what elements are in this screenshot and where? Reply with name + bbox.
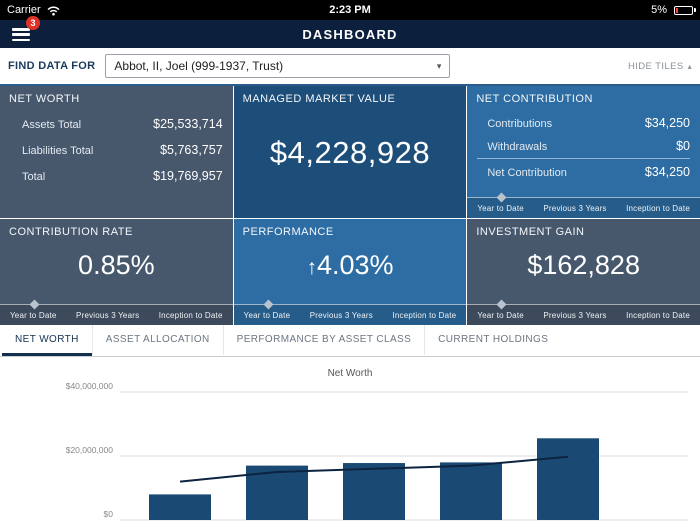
performance-number: 4.03% [316, 250, 394, 280]
nav-bar: 3 DASHBOARD [0, 16, 700, 48]
tab-performance-by-asset-class[interactable]: PERFORMANCE BY ASSET CLASS [222, 325, 425, 356]
hide-tiles-button[interactable]: HIDE TILES ▴ [628, 61, 692, 72]
performance-title: PERFORMANCE [242, 226, 334, 238]
row-value: $34,250 [644, 115, 690, 130]
clock: 2:23 PM [329, 4, 371, 16]
divider [477, 158, 690, 159]
period-tab-inception-to-date[interactable]: Inception to Date [626, 310, 690, 320]
tile-contribution-rate: CONTRIBUTION RATE 0.85% Year to Date Pre… [0, 219, 233, 325]
status-bar: Carrier 2:23 PM 5% [0, 0, 700, 20]
chevron-up-icon: ▴ [687, 61, 692, 71]
tile-performance: PERFORMANCE ↑4.03% Year to Date Previous… [233, 219, 467, 325]
tiles-grid: NET WORTH Assets Total $25,533,714 Liabi… [0, 86, 700, 325]
withdrawals-row: Withdrawals $0 [467, 134, 700, 157]
performance-value: ↑4.03% [234, 250, 467, 281]
row-label: Assets Total [22, 119, 82, 131]
chart-title: Net Worth [327, 368, 373, 379]
period-tab-inception-to-date[interactable]: Inception to Date [626, 203, 690, 213]
section-tab-bar: NET WORTH ASSET ALLOCATION PERFORMANCE B… [0, 325, 700, 357]
svg-text:$20,000,000: $20,000,000 [66, 445, 114, 455]
period-tab-previous-3-years[interactable]: Previous 3 Years [76, 310, 140, 320]
tab-asset-allocation[interactable]: ASSET ALLOCATION [91, 325, 223, 356]
chevron-down-icon: ▾ [436, 60, 442, 71]
page-title: DASHBOARD [302, 26, 398, 42]
net-worth-tile-title: NET WORTH [9, 93, 80, 105]
tile-net-contribution: NET CONTRIBUTION Contributions $34,250 W… [467, 86, 700, 218]
row-label: Liabilities Total [22, 145, 94, 157]
net-contribution-rows: Contributions $34,250 Withdrawals $0 Net… [467, 111, 700, 183]
investment-gain-value: $162,828 [527, 250, 640, 280]
net-contribution-row: Net Contribution $34,250 [467, 160, 700, 183]
wifi-icon [47, 6, 60, 15]
row-value: $19,769,957 [153, 169, 223, 183]
status-bar-right: 5% [563, 4, 696, 16]
period-tab-inception-to-date[interactable]: Inception to Date [158, 310, 223, 320]
tile-managed-market-value: MANAGED MARKET VALUE $4,228,928 [233, 86, 467, 218]
assets-total-row: Assets Total $25,533,714 [0, 111, 233, 137]
investment-gain-title: INVESTMENT GAIN [476, 226, 585, 238]
battery-icon [673, 5, 696, 15]
tile-net-worth: NET WORTH Assets Total $25,533,714 Liabi… [0, 86, 233, 218]
period-tab-previous-3-years[interactable]: Previous 3 Years [543, 203, 607, 213]
active-period-marker [29, 299, 40, 310]
client-select-value: Abbot, II, Joel (999-1937, Trust) [114, 59, 284, 73]
tile-investment-gain: INVESTMENT GAIN $162,828 Year to Date Pr… [467, 219, 700, 325]
status-bar-left: Carrier [7, 4, 137, 16]
tab-current-holdings[interactable]: CURRENT HOLDINGS [424, 325, 561, 356]
row-value: $0 [676, 138, 690, 153]
notification-badge: 3 [26, 16, 40, 30]
battery-level [675, 7, 678, 13]
period-tab-year-to-date[interactable]: Year to Date [477, 310, 524, 320]
hamburger-icon [12, 28, 30, 31]
client-select[interactable]: Abbot, II, Joel (999-1937, Trust) ▾ [105, 54, 451, 78]
svg-text:$40,000,000: $40,000,000 [66, 381, 114, 391]
active-period-marker [263, 299, 274, 310]
row-label: Withdrawals [487, 140, 548, 153]
hide-tiles-label: HIDE TILES [628, 60, 684, 72]
contributions-row: Contributions $34,250 [467, 111, 700, 134]
find-data-bar: FIND DATA FOR Abbot, II, Joel (999-1937,… [0, 48, 700, 86]
period-tab-year-to-date[interactable]: Year to Date [243, 310, 291, 320]
contribution-rate-title: CONTRIBUTION RATE [9, 226, 133, 238]
period-tabs: Year to Date Previous 3 Years Inception … [233, 299, 467, 325]
net-worth-rows: Assets Total $25,533,714 Liabilities Tot… [0, 111, 233, 189]
net-worth-chart: $0 $20,000,000 $40,000,000 [0, 380, 700, 525]
row-label: Contributions [487, 117, 553, 130]
carrier-label: Carrier [7, 4, 41, 16]
find-data-label: FIND DATA FOR [8, 60, 96, 72]
battery-percent: 5% [651, 4, 667, 16]
row-value: $5,763,757 [160, 143, 223, 157]
row-value: $25,533,714 [153, 117, 223, 131]
managed-market-value: $4,228,928 [269, 135, 431, 170]
managed-market-value-title: MANAGED MARKET VALUE [242, 93, 396, 105]
contribution-rate-value: 0.85% [78, 250, 155, 280]
period-tab-previous-3-years[interactable]: Previous 3 Years [309, 310, 373, 320]
period-tab-year-to-date[interactable]: Year to Date [477, 203, 524, 213]
total-row: Total $19,769,957 [0, 163, 233, 189]
liabilities-total-row: Liabilities Total $5,763,757 [0, 137, 233, 163]
period-tab-previous-3-years[interactable]: Previous 3 Years [543, 310, 607, 320]
tab-net-worth[interactable]: NET WORTH [2, 325, 92, 356]
period-tabs: Year to Date Previous 3 Years Inception … [467, 192, 700, 218]
menu-button[interactable]: 3 [12, 16, 40, 41]
net-contribution-title: NET CONTRIBUTION [476, 93, 593, 105]
arrow-up-icon: ↑ [306, 256, 317, 279]
chart-area: Net Worth $0 $20,000,000 $40,000,000 [0, 357, 700, 525]
period-tabs: Year to Date Previous 3 Years Inception … [467, 299, 700, 325]
row-value: $34,250 [644, 164, 690, 179]
period-tab-inception-to-date[interactable]: Inception to Date [392, 310, 457, 320]
period-tabs: Year to Date Previous 3 Years Inception … [0, 299, 233, 325]
period-tab-year-to-date[interactable]: Year to Date [10, 310, 57, 320]
row-label: Total [22, 171, 46, 183]
row-label: Net Contribution [487, 166, 567, 179]
active-period-marker [496, 299, 507, 310]
active-period-marker [496, 192, 507, 203]
svg-text:$0: $0 [104, 509, 114, 519]
